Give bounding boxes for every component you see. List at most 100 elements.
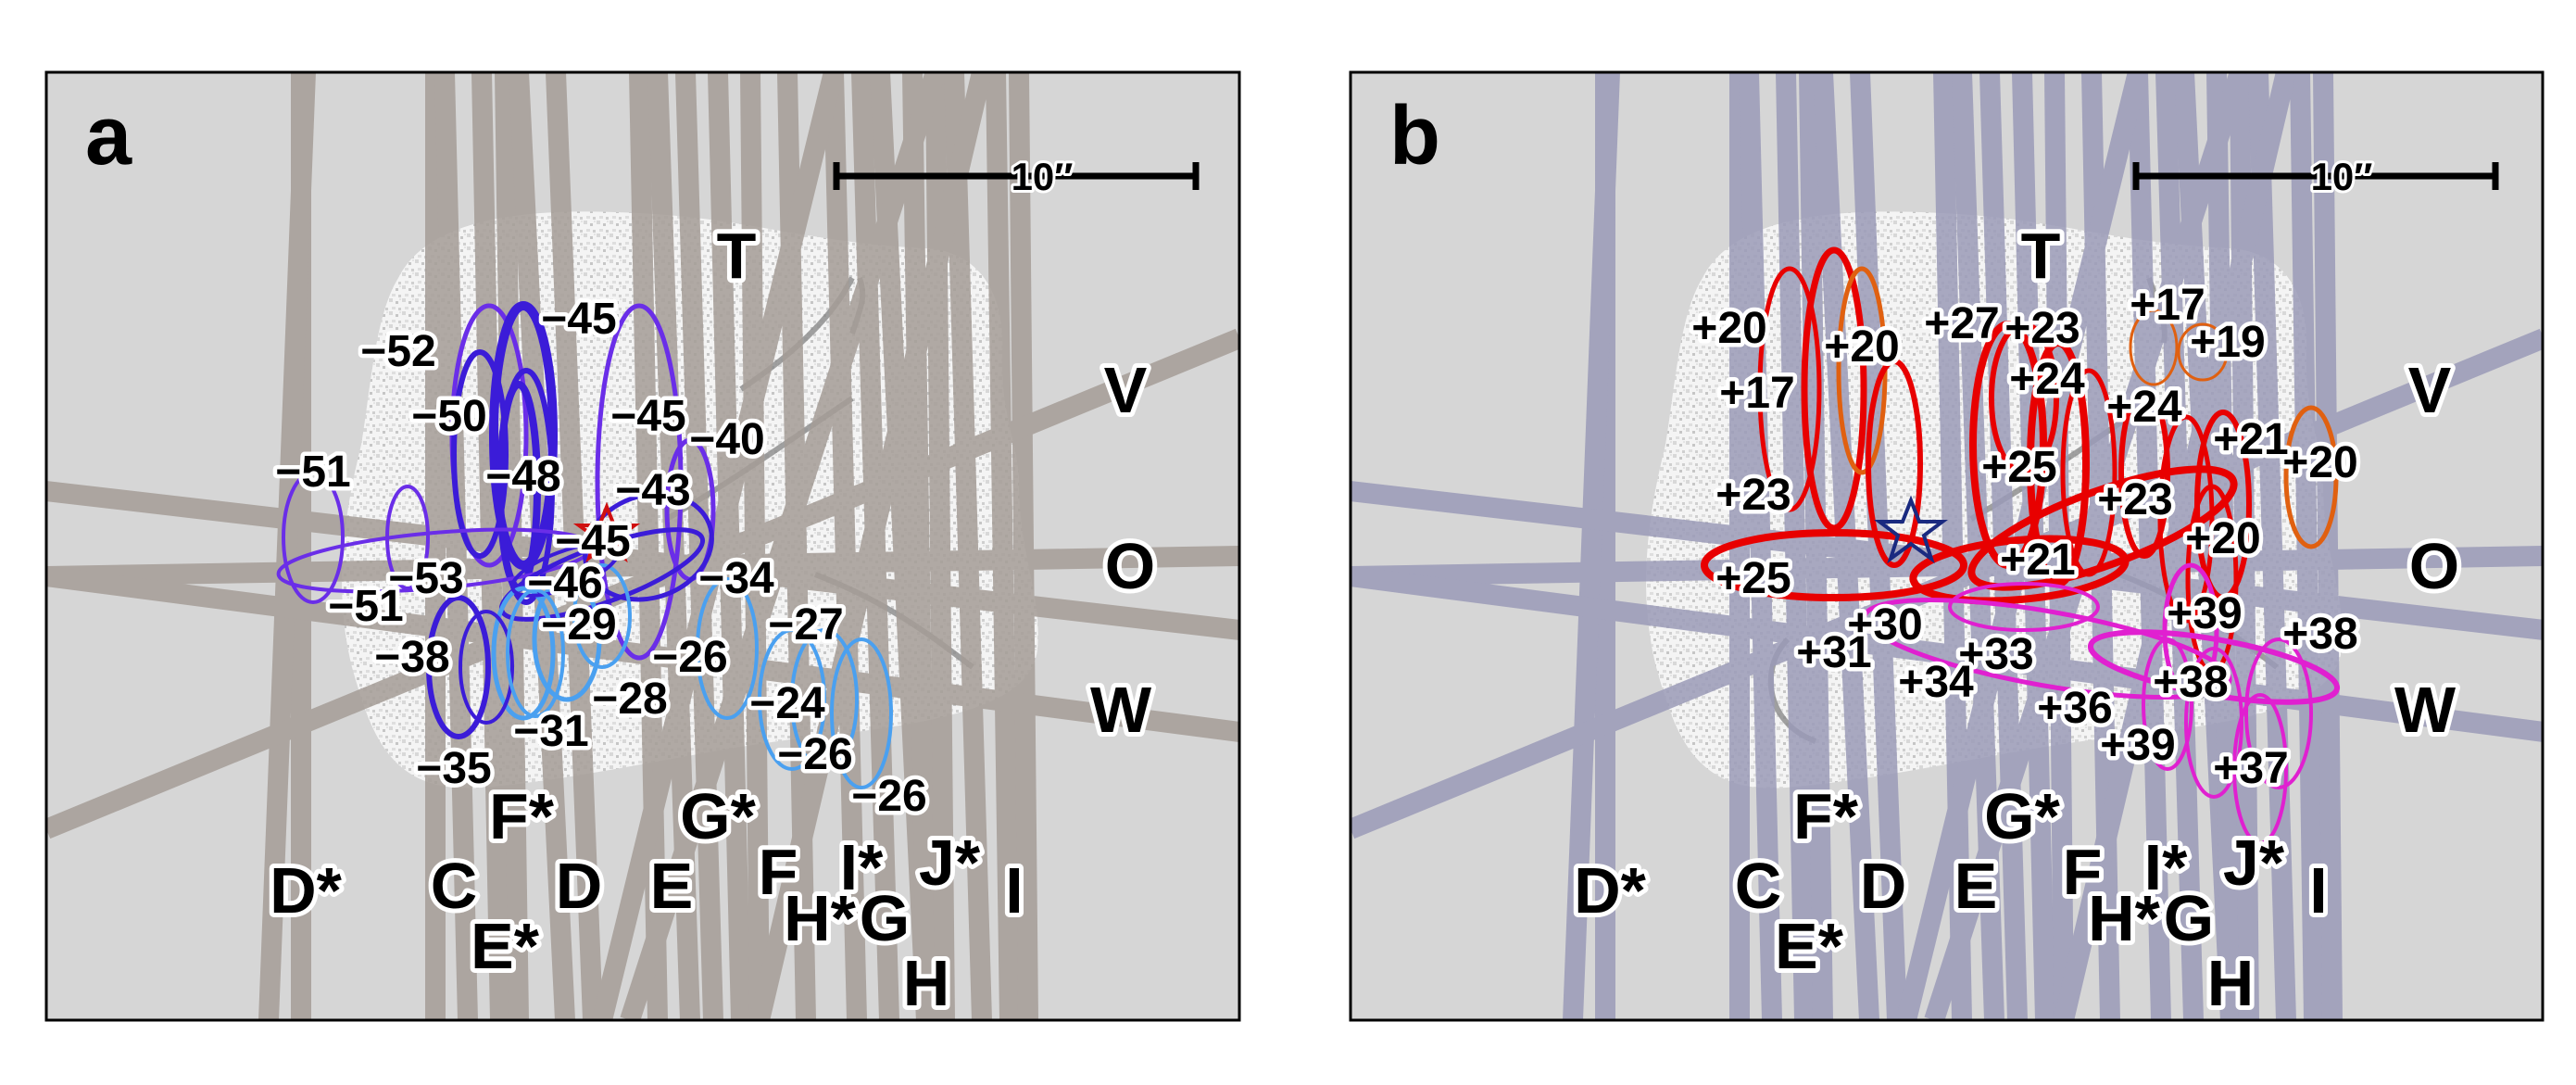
velocity-label: +33: [1958, 630, 2033, 679]
slit-label-fs: F*: [1793, 780, 1859, 852]
panel-a-label: a: [85, 90, 132, 183]
panel-a-velocity-ellipses: [276, 301, 893, 789]
panel-a-slit-labels: T V OW F* G* D* C D E F I* J* I E* H* GH: [265, 215, 1160, 1020]
slit: [1924, 72, 2250, 1020]
velocity-label: +23: [2097, 475, 2172, 524]
slit-label-f: F: [2063, 836, 2103, 908]
slit-label-i: I: [1005, 854, 1023, 927]
velocity-label: +23: [2004, 304, 2080, 353]
velocity-label: −26: [777, 730, 852, 779]
panel-a-velocity-labels: −52−45−50 −45 −40−51 −48 −43−45−53 −46 −34−51−…: [271, 291, 931, 826]
slit-label-v: V: [1104, 354, 1148, 426]
slit-label-is: I*: [2144, 831, 2188, 903]
velocity-label: +27: [1924, 299, 1999, 348]
velocity-ellipse: [1866, 359, 1923, 568]
velocity-ellipse: [790, 628, 859, 771]
velocity-label: +19: [2190, 318, 2265, 367]
velocity-ellipse: [2283, 405, 2339, 549]
velocity-ellipse: [426, 595, 491, 739]
velocity-label: +17: [1719, 369, 1794, 418]
slit-label-js: J*: [2223, 826, 2285, 899]
velocity-ellipse: [583, 491, 714, 602]
velocity-ellipse: [2177, 322, 2229, 382]
slit-label-fs: F*: [489, 780, 555, 852]
slit-label-g: G: [860, 882, 910, 954]
velocity-label: +37: [2213, 744, 2288, 793]
velocity-label: +20: [1691, 304, 1766, 353]
slit: [823, 72, 867, 1020]
slit: [749, 72, 992, 1020]
velocity-ellipse: [282, 471, 345, 604]
velocity-label: +25: [1981, 443, 2056, 492]
velocity-ellipse: [1701, 529, 1967, 601]
slit-label-d: D: [556, 850, 603, 922]
velocity-ellipse: [758, 628, 826, 771]
slit-label-hs: H*: [784, 882, 857, 954]
velocity-label: −48: [485, 452, 560, 501]
panel-b-scale-label: 10″: [2311, 155, 2373, 198]
velocity-ellipse: [451, 349, 509, 559]
panel-b-frame: [1349, 70, 2545, 1022]
slit: [1009, 72, 1038, 1020]
velocity-label: −52: [360, 327, 435, 376]
velocity-label: +20: [1824, 322, 1899, 372]
panel-b-slit-labels: T V OW F* G* D* C D E F I* J* I E* H* GH: [1569, 215, 2464, 1020]
velocity-label: +20: [2282, 438, 2357, 487]
slit-label-o: O: [2409, 530, 2459, 602]
panel-a-scale-bar: [833, 162, 1200, 190]
velocity-ellipse: [572, 563, 632, 669]
velocity-label: +39: [2167, 589, 2242, 638]
slit: [2313, 72, 2343, 1020]
panel-b-label: b: [1389, 90, 1440, 183]
velocity-ellipse: [1909, 535, 2130, 605]
velocity-label: +38: [2153, 658, 2228, 707]
panel-a-frame: [44, 70, 1241, 1022]
velocity-label: −29: [541, 600, 616, 650]
panel-b-slits: [1351, 72, 2543, 1020]
slit-label-c: C: [431, 850, 478, 922]
slit: [2054, 72, 2296, 1020]
velocity-label: −27: [768, 600, 843, 650]
velocity-ellipse: [696, 577, 759, 720]
velocity-label: −50: [411, 392, 486, 441]
velocity-label: +24: [2009, 355, 2085, 404]
slit-label-gs: G*: [1984, 780, 2060, 852]
velocity-label: −51: [275, 448, 350, 497]
velocity-label: −51: [328, 582, 403, 631]
velocity-ellipse: [491, 586, 556, 721]
slit: [1933, 72, 1972, 1020]
velocity-label: +30: [1847, 600, 1922, 650]
velocity-ellipse: [2157, 414, 2215, 624]
panel-b-scale-bar: [2132, 162, 2499, 190]
velocity-label: −24: [749, 679, 825, 728]
velocity-label: −26: [851, 772, 926, 821]
velocity-label: +36: [2037, 684, 2112, 733]
velocity-label: +31: [1796, 628, 1871, 677]
slit-label-g: G: [2164, 882, 2214, 954]
panel-a: 10″ a T V OW F* G* D* C D E F I* J* I E* H* GH −52 −45 −5…: [44, 70, 1241, 1022]
slit-label-h: H: [2207, 947, 2255, 1019]
velocity-ellipse: [595, 303, 684, 661]
velocity-label: −53: [388, 554, 463, 603]
velocity-ellipse: [1948, 582, 2100, 632]
slit: [1563, 72, 1620, 1020]
velocity-ellipse: [1862, 597, 2232, 700]
velocity-ellipse: [1757, 266, 1822, 512]
panel-b-velocity-ellipses: [1701, 246, 2341, 845]
slit-label-v: V: [2408, 354, 2452, 426]
slit: [46, 328, 1239, 839]
slit-label-d: D: [1860, 850, 1907, 922]
velocity-ellipse: [1989, 322, 2059, 475]
velocity-label: −38: [374, 633, 449, 682]
velocity-label: −43: [615, 466, 690, 515]
velocity-label: −34: [698, 554, 774, 603]
slit: [46, 546, 1239, 587]
slit-label-gs: G*: [680, 780, 756, 852]
velocity-ellipse: [2087, 629, 2341, 705]
slit-label-t: T: [717, 220, 757, 292]
velocity-label: +20: [2185, 514, 2260, 563]
velocity-ellipse: [830, 637, 893, 789]
velocity-ellipse: [506, 588, 565, 718]
